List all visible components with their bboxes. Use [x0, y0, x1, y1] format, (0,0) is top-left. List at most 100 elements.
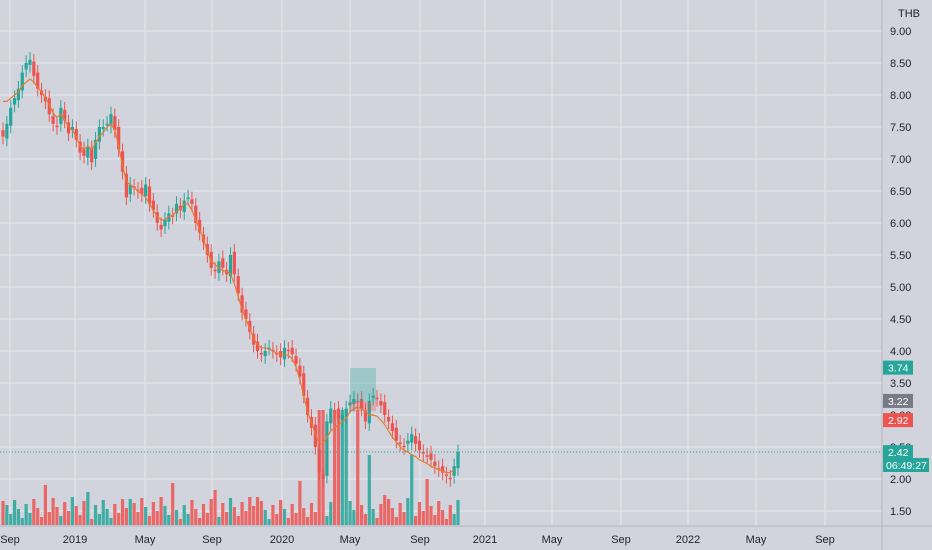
- x-tick-label: Sep: [815, 534, 835, 546]
- candle-body: [356, 400, 360, 403]
- candle-body: [36, 72, 40, 89]
- volume-bar: [16, 509, 21, 525]
- position-box-profit: [350, 368, 376, 402]
- candle-body: [348, 402, 352, 406]
- volume-bar: [429, 506, 433, 525]
- candle-body: [413, 436, 418, 444]
- candle-body: [286, 349, 290, 352]
- grid-lines: [0, 0, 882, 526]
- candle-body: [236, 276, 240, 294]
- volume-bar: [275, 514, 279, 525]
- volume-bar: [90, 519, 94, 525]
- volume-bar: [371, 509, 375, 525]
- y-tick-label: 1.50: [890, 506, 911, 518]
- volume-bar: [248, 497, 252, 525]
- volume-bar: [433, 515, 437, 525]
- candle-body: [375, 397, 379, 400]
- volume-bar: [167, 515, 171, 525]
- candle-body: [248, 320, 252, 332]
- volume-bar: [24, 504, 28, 525]
- candle-body: [1, 130, 5, 137]
- volume-bar: [290, 504, 294, 525]
- volume-bar: [279, 500, 283, 525]
- candle-body: [78, 141, 82, 153]
- price-axis[interactable]: 9.00 8.50 8.00 7.50 7.00 6.50 6.00 5.50 5.00 4.50…: [890, 26, 911, 518]
- volume-bar: [171, 483, 175, 525]
- candle-body: [86, 146, 90, 158]
- volume-bar: [263, 510, 267, 525]
- candle-body: [20, 72, 24, 91]
- price-label-badge: [883, 413, 913, 428]
- candle-body: [386, 416, 391, 422]
- candle-body: [344, 408, 348, 417]
- candle-body: [232, 251, 236, 275]
- countdown-badge: [883, 458, 929, 472]
- x-tick-label: May: [746, 534, 767, 546]
- volume-bar: [348, 501, 352, 525]
- time-axis[interactable]: Sep 2019 May Sep 2020 May Sep 2021 May Sep 2022 May…: [0, 534, 835, 546]
- volume-bar: [306, 517, 310, 525]
- candle-body: [440, 466, 445, 473]
- volume-bar: [240, 502, 244, 525]
- volume-bar: [59, 516, 63, 525]
- volume-bar: [194, 509, 198, 525]
- candle-body: [55, 125, 59, 128]
- candle-body: [128, 184, 132, 195]
- candle-body: [163, 219, 167, 227]
- candle-body: [402, 445, 406, 448]
- volume-bar: [39, 517, 44, 525]
- volume-bar: [9, 514, 13, 525]
- volume-bar: [398, 503, 402, 525]
- candle-body: [452, 466, 456, 476]
- price-label-badge: [883, 393, 913, 408]
- volume-bar: [20, 518, 24, 525]
- candle-body: [144, 184, 148, 197]
- candle-body: [306, 397, 310, 415]
- volume-bar: [70, 497, 75, 525]
- candle-body: [113, 116, 117, 131]
- candle-body: [32, 61, 36, 76]
- volume-bar: [383, 495, 387, 525]
- position-box-loss: [350, 402, 376, 411]
- volume-bar: [360, 505, 364, 525]
- candle-body: [101, 127, 105, 129]
- candle-body: [329, 408, 333, 424]
- volume-bar: [97, 514, 101, 525]
- candle-body: [259, 352, 263, 355]
- candle-body: [124, 173, 128, 198]
- volume-bar: [298, 481, 302, 525]
- volume-bar: [109, 518, 113, 525]
- candle-body: [263, 351, 267, 357]
- volume-bar: [228, 498, 233, 525]
- candle-body: [16, 88, 21, 101]
- candle-body: [429, 453, 433, 460]
- price-label-badge: [883, 360, 913, 375]
- volume-bar: [267, 519, 271, 525]
- x-tick-label: May: [542, 534, 563, 546]
- candle-body: [333, 410, 337, 413]
- volume-bar: [201, 504, 206, 525]
- volume-bar: [252, 506, 256, 525]
- candle-body: [410, 434, 414, 443]
- candle-body: [97, 127, 101, 142]
- volume-bar: [255, 497, 260, 525]
- volume-bar: [105, 509, 109, 525]
- candle-body: [363, 410, 368, 422]
- volume-bar: [313, 512, 317, 525]
- candle-body: [390, 423, 395, 431]
- volume-bar: [159, 497, 163, 525]
- y-tick-label: 5.50: [890, 250, 911, 262]
- price-label-text: 3.74: [888, 363, 909, 375]
- x-tick-label: May: [135, 534, 156, 546]
- y-tick-label: 6.50: [890, 186, 911, 198]
- volume-bar: [12, 500, 17, 525]
- volume-bar: [5, 505, 9, 525]
- candle-body: [298, 365, 302, 377]
- candle-body: [360, 399, 364, 409]
- volume-bar: [363, 514, 368, 525]
- candle-body: [167, 213, 171, 222]
- candle-body: [340, 415, 344, 421]
- candle-body: [63, 109, 67, 121]
- volume-bar: [190, 500, 194, 525]
